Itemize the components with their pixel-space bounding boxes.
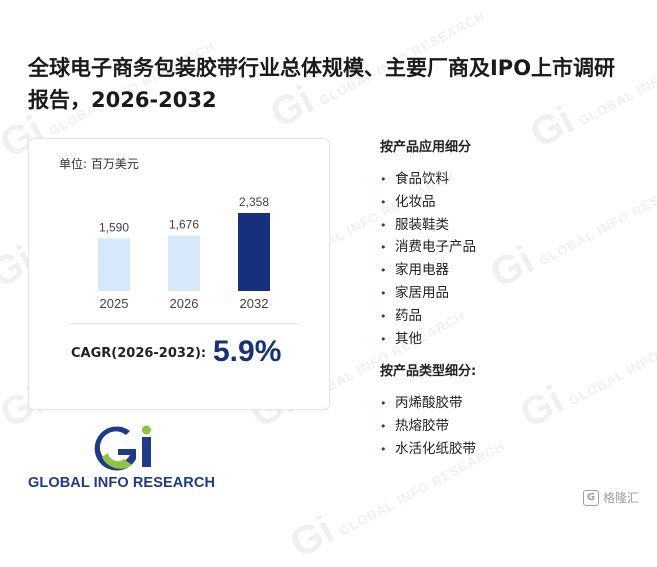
divider (69, 323, 299, 324)
unit-label: 单位: 百万美元 (59, 157, 139, 171)
list-item: • 家居用品 (380, 282, 640, 305)
badge-text: 格隆汇 (602, 491, 639, 505)
bullet-icon: • (380, 332, 387, 346)
list-item: • 服装鞋类 (380, 214, 640, 237)
list-item: • 热熔胶带 (380, 415, 640, 438)
category-label: 2032 (240, 296, 269, 311)
bullet-icon: • (380, 264, 387, 278)
segment-panel: 按产品应用细分 • 食品饮料 • 化妆品 • 服装鞋类 • 消费电子产品 • 家用电器 •… (380, 136, 640, 461)
bullet-icon: • (380, 420, 387, 434)
source-badge: G 格隆汇 (582, 489, 639, 506)
company-logo: GLOBAL INFO RESEARCH (28, 425, 228, 491)
value-label: 1,676 (169, 218, 199, 232)
list-item: • 食品饮料 (380, 168, 640, 191)
bullet-icon: • (380, 218, 387, 232)
list-item: • 药品 (380, 305, 640, 328)
application-title: 按产品应用细分 (380, 140, 472, 155)
gelonghui-icon: G (582, 489, 599, 506)
bullet-icon: • (380, 173, 387, 186)
page-title: 全球电子商务包装胶带行业总体规模、主要厂商及IPO上市调研报告，2026-203… (28, 56, 616, 112)
list-item: • 其他 (380, 328, 640, 351)
bar-2026 (168, 235, 200, 291)
application-list: • 食品饮料 • 化妆品 • 服装鞋类 • 消费电子产品 • 家用电器 • 家居用品 • 药品… (380, 168, 640, 350)
bullet-icon: • (380, 397, 387, 411)
gi-logo-icon (88, 425, 198, 473)
type-title: 按产品类型细分: (380, 364, 477, 380)
cagr-value: 5.9% (213, 335, 282, 368)
bullet-icon: • (380, 442, 387, 456)
cagr-label: CAGR(2026-2032): (71, 346, 207, 361)
bullet-icon: • (380, 286, 387, 300)
list-item: • 丙烯酸胶带 (380, 392, 640, 415)
bar-chart: 1,590 2025 1,676 2026 2,358 2032 (98, 195, 270, 311)
list-item: • 家用电器 (380, 259, 640, 282)
category-label: 2025 (100, 296, 129, 311)
bar-2032 (238, 213, 270, 291)
bullet-icon: • (380, 195, 387, 209)
list-item: • 水活化纸胶带 (380, 438, 640, 461)
bullet-icon: • (380, 309, 387, 323)
list-item: • 消费电子产品 (380, 236, 640, 259)
value-label: 2,358 (239, 195, 269, 209)
type-list: • 丙烯酸胶带 • 热熔胶带 • 水活化纸胶带 (380, 392, 640, 460)
list-item: • 化妆品 (380, 191, 640, 214)
chart-card: 单位: 百万美元 1,590 2025 1,676 2026 2,358 2032 CAG… (28, 138, 330, 410)
value-label: 1,590 (99, 220, 129, 234)
bar-2025 (98, 238, 130, 291)
category-label: 2026 (170, 296, 199, 311)
logo-text: GLOBAL INFO RESEARCH (28, 475, 216, 491)
bullet-icon: • (380, 241, 387, 255)
